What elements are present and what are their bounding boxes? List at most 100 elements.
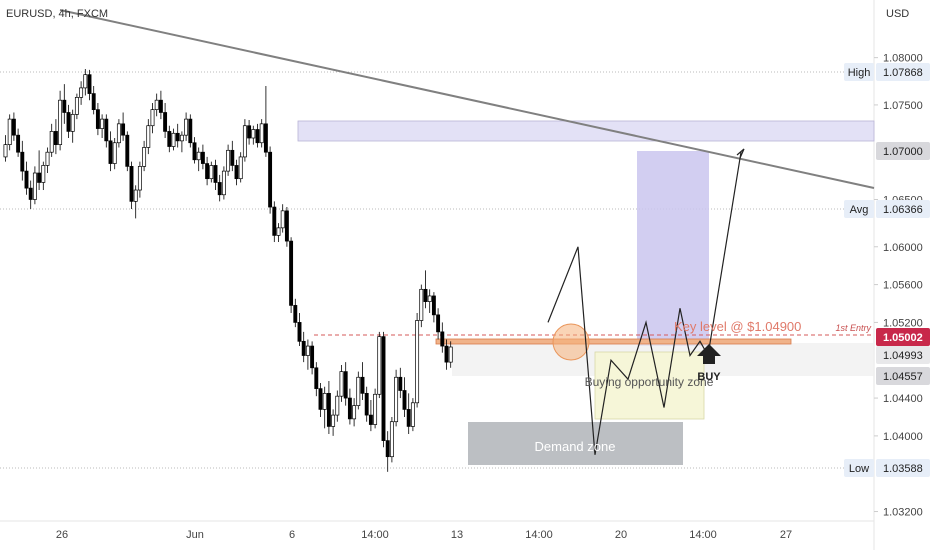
- candle: [247, 120, 252, 145]
- candle: [238, 152, 243, 183]
- candle: [263, 86, 268, 157]
- price-tag[interactable]: 1.07000: [876, 142, 930, 160]
- candle: [284, 207, 289, 247]
- candle-body: [444, 345, 449, 363]
- x-tick-label: 13: [451, 529, 463, 541]
- candle: [11, 112, 16, 141]
- candle-body: [62, 99, 67, 113]
- candle-body: [45, 151, 50, 166]
- candle-body: [238, 156, 243, 180]
- candle-body: [385, 440, 390, 458]
- candle: [158, 90, 163, 120]
- price-axis-panel[interactable]: [874, 0, 932, 550]
- price-tag-prefix-bg: [844, 459, 874, 477]
- candle-body: [314, 367, 319, 389]
- candle-body: [276, 227, 281, 236]
- x-tick-label: 6: [289, 529, 295, 541]
- candle-body: [16, 134, 21, 153]
- candle: [259, 119, 264, 148]
- candle-body: [356, 376, 361, 406]
- candle: [314, 362, 319, 397]
- candle-body: [352, 405, 357, 420]
- candle-body: [381, 336, 386, 441]
- price-tag[interactable]: 1.03588 Low: [844, 459, 930, 477]
- candle-body: [310, 345, 315, 369]
- candle-body: [196, 151, 201, 161]
- candle-body: [305, 345, 310, 356]
- candle: [381, 331, 386, 448]
- candle: [356, 371, 361, 410]
- symbol-title: EURUSD, 4h, FXCM: [6, 8, 108, 20]
- candle: [32, 166, 37, 205]
- first-entry-label: 1st Entry: [835, 323, 871, 333]
- candle: [339, 364, 344, 402]
- candle: [373, 388, 378, 429]
- candle-body: [398, 376, 403, 391]
- candle: [37, 150, 42, 191]
- candle-body: [293, 305, 298, 323]
- candle-body: [331, 414, 336, 427]
- candle: [251, 125, 256, 145]
- candle: [7, 114, 12, 151]
- key-level-band[interactable]: [435, 338, 792, 345]
- candle: [41, 161, 46, 191]
- candle: [209, 161, 214, 183]
- y-tick-label: 1.05600: [883, 280, 923, 292]
- price-tag[interactable]: 1.06366 Avg: [844, 200, 930, 218]
- price-tag-prefix: Avg: [850, 204, 869, 216]
- candle-body: [188, 118, 193, 144]
- candle: [402, 377, 407, 417]
- price-tag[interactable]: 1.07868 High: [844, 63, 930, 81]
- target-box[interactable]: [637, 151, 709, 346]
- demand-zone[interactable]: [468, 422, 683, 465]
- trendline[interactable]: [59, 9, 875, 189]
- candle-body: [49, 131, 54, 153]
- price-tag[interactable]: 1.04993: [876, 346, 930, 364]
- currency-label: USD: [886, 8, 909, 20]
- entry-circle-marker[interactable]: [552, 323, 590, 361]
- price-tag[interactable]: 1.05002: [876, 328, 930, 346]
- y-tick-label: 1.07500: [883, 100, 923, 112]
- candle: [154, 93, 159, 117]
- price-tag-value: 1.07000: [883, 146, 923, 158]
- candle: [352, 398, 357, 427]
- candle: [95, 103, 100, 136]
- candle: [398, 367, 403, 399]
- candle: [45, 147, 50, 174]
- candle-body: [326, 392, 331, 427]
- candle-body: [406, 409, 411, 427]
- candle: [419, 284, 424, 328]
- price-tag-value: 1.04993: [883, 350, 923, 362]
- price-tag-bg: [876, 328, 930, 346]
- buy-arrow-icon[interactable]: [697, 344, 721, 364]
- candle: [66, 104, 71, 139]
- candle: [196, 147, 201, 172]
- candle: [347, 388, 352, 425]
- candle-body: [335, 395, 340, 416]
- candle: [335, 390, 340, 422]
- candle-body: [209, 165, 214, 180]
- projection-path[interactable]: [547, 152, 742, 455]
- price-tag-bg: [876, 459, 930, 477]
- candle-body: [79, 87, 84, 98]
- candle: [192, 137, 197, 164]
- price-tag[interactable]: 1.04557: [876, 367, 930, 385]
- candle-body: [297, 322, 302, 342]
- candle: [205, 156, 210, 186]
- candle-body: [74, 97, 79, 115]
- candle-body: [259, 123, 264, 144]
- price-tag-prefix: Low: [849, 463, 869, 475]
- candle: [104, 114, 109, 148]
- candle-body: [95, 109, 100, 129]
- candle: [322, 386, 327, 429]
- price-tag-value: 1.04557: [883, 371, 923, 383]
- candle-body: [20, 151, 25, 172]
- candle: [440, 322, 445, 353]
- candle-body: [200, 151, 205, 164]
- price-axis-ticks: 1.080001.075001.065001.060001.056001.052…: [874, 53, 923, 519]
- candle-body: [373, 393, 378, 425]
- price-tag-bg: [876, 63, 930, 81]
- resistance-zone[interactable]: [297, 120, 875, 142]
